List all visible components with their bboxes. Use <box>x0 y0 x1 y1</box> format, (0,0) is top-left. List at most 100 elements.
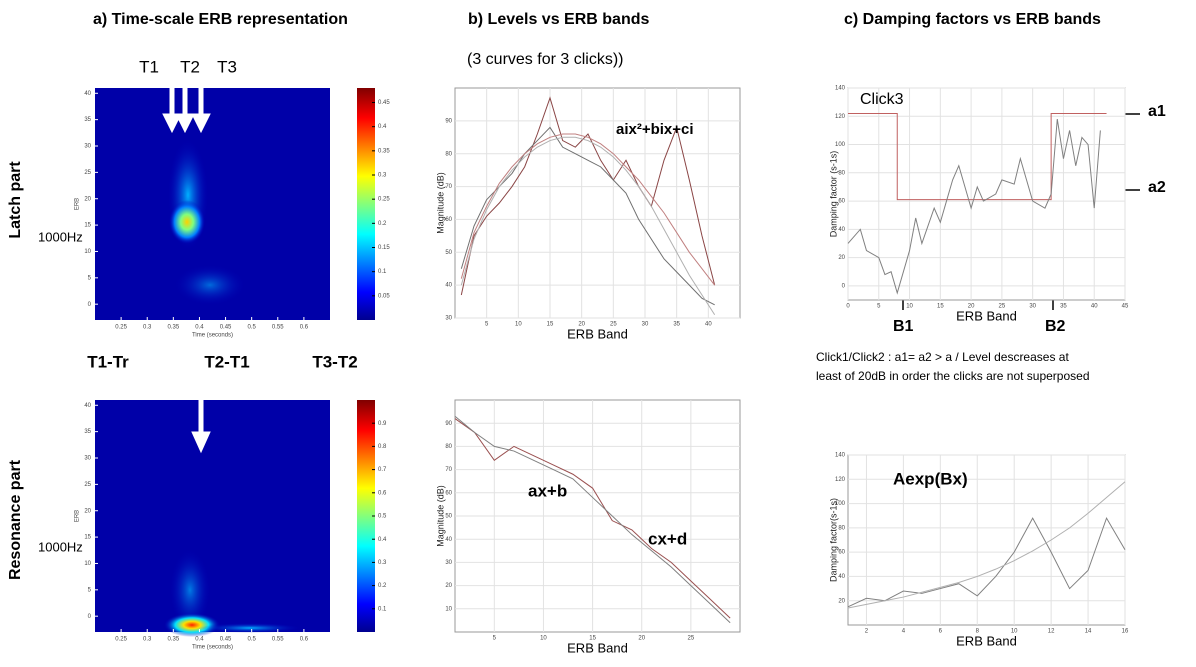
x-tick-label: 40 <box>1091 304 1098 310</box>
y-tick-label: 60 <box>445 490 452 496</box>
plot-frame <box>847 454 1126 626</box>
y-tick-label: 70 <box>445 184 452 190</box>
x-tick-label: 14 <box>1085 629 1092 635</box>
x-tick-label: 0.35 <box>167 325 179 331</box>
x-tick-label: 0.4 <box>195 325 204 331</box>
time-mark: T2-T1 <box>204 352 249 371</box>
y-tick-label: 50 <box>445 250 452 256</box>
x-tick-label: 0.5 <box>247 325 256 331</box>
y-tick-label: 0 <box>88 302 92 308</box>
x-tick-label: 5 <box>877 304 881 310</box>
x-axis-label: ERB Band <box>956 308 1017 323</box>
time-mark: T2 <box>180 57 200 76</box>
data-line <box>454 418 731 619</box>
x-tick-label: 2 <box>865 629 869 635</box>
row-label: Latch part <box>7 161 24 239</box>
colorbar-tick-label: 0.3 <box>378 560 387 566</box>
x-tick-label: 20 <box>578 322 585 328</box>
y-tick-label: 5 <box>88 587 92 593</box>
data-line <box>460 133 716 286</box>
data-line <box>847 516 1126 608</box>
freq-label: 1000Hz <box>38 539 83 554</box>
y-tick-label: 20 <box>838 598 845 604</box>
x-tick-label: 15 <box>937 304 944 310</box>
annotation: cx+d <box>648 529 687 548</box>
colorbar-tick-label: 0.05 <box>378 293 390 299</box>
x-tick-label: 12 <box>1048 629 1055 635</box>
y-tick-label: 80 <box>445 444 452 450</box>
x-tick-label: 15 <box>589 636 596 642</box>
y-tick-label: 5 <box>88 275 92 281</box>
x-tick-label: 0.3 <box>143 325 152 331</box>
annotation: Aexp(Bx) <box>893 469 968 488</box>
x-tick-label: 45 <box>1122 304 1129 310</box>
x-tick-label: 0.6 <box>300 637 309 643</box>
y-tick-label: 30 <box>445 560 452 566</box>
x-tick-label: 0.55 <box>272 637 284 643</box>
y-tick-label: 100 <box>835 501 846 507</box>
y-tick-label: 20 <box>84 508 91 514</box>
y-tick-label: 40 <box>445 283 452 289</box>
y-axis-label: Magnitude (dB) <box>435 485 445 547</box>
y-tick-label: 140 <box>835 86 846 92</box>
y-tick-label: 20 <box>445 583 452 589</box>
note: least of 20dB in order the clicks are no… <box>816 369 1090 383</box>
y-tick-label: 60 <box>445 217 452 223</box>
annotation: ax+b <box>528 481 567 500</box>
x-tick-label: 5 <box>493 636 497 642</box>
data-line <box>847 119 1101 295</box>
colorbar-tick-label: 0.1 <box>378 269 387 275</box>
y-axis-label: Damping factor (s-1s) <box>828 151 838 238</box>
y-axis-label: ERB <box>75 198 81 210</box>
y-tick-label: 60 <box>838 550 845 556</box>
x-tick-label: 30 <box>1029 304 1036 310</box>
data-line <box>460 126 715 306</box>
x-tick-label: 0.45 <box>220 325 232 331</box>
y-tick-label: 40 <box>445 537 452 543</box>
x-axis-label: Time (seconds) <box>192 333 233 339</box>
x-tick-label: 35 <box>1060 304 1067 310</box>
time-mark: T3-T2 <box>312 352 357 371</box>
x-tick-label: 0.35 <box>167 637 179 643</box>
x-tick-label: 8 <box>976 629 980 635</box>
colorbar-tick-label: 0.25 <box>378 197 390 203</box>
colorbar-tick-label: 0.8 <box>378 444 387 450</box>
annotation: aix²+bix+ci <box>616 121 694 138</box>
x-axis-label: ERB Band <box>956 633 1017 648</box>
data-line <box>847 481 1126 609</box>
x-axis-label: Time (seconds) <box>192 645 233 651</box>
y-tick-label: 60 <box>838 199 845 205</box>
plot-frame <box>847 87 1126 301</box>
colorbar-tick-label: 0.6 <box>378 490 387 496</box>
x-tick-label: 25 <box>999 304 1006 310</box>
y-tick-label: 40 <box>838 574 845 580</box>
x-tick-label: 25 <box>610 322 617 328</box>
data-line <box>460 136 716 315</box>
y-tick-label: 25 <box>84 170 91 176</box>
y-tick-label: 0 <box>842 283 846 289</box>
x-tick-label: 0.3 <box>143 637 152 643</box>
x-tick-label: 30 <box>642 322 649 328</box>
y-tick-label: 140 <box>835 453 846 459</box>
colorbar-tick-label: 0.15 <box>378 245 390 251</box>
colorbar-tick-label: 0.45 <box>378 100 390 106</box>
y-tick-label: 120 <box>835 114 846 120</box>
x-tick-label: 25 <box>688 636 695 642</box>
plot-frame <box>454 87 741 319</box>
panel-heading: c) Damping factors vs ERB bands <box>844 11 1101 28</box>
x-tick-label: 5 <box>485 322 489 328</box>
y-tick-label: 70 <box>445 467 452 473</box>
y-tick-label: 20 <box>838 255 845 261</box>
x-tick-label: 15 <box>547 322 554 328</box>
y-tick-label: 30 <box>84 144 91 150</box>
annotation: B1 <box>893 318 914 335</box>
freq-label: 1000Hz <box>38 229 83 244</box>
x-tick-label: 20 <box>968 304 975 310</box>
note: Click1/Click2 : a1= a2 > a / Level descr… <box>816 350 1069 364</box>
arrow <box>162 85 211 454</box>
subtitle: (3 curves for 3 clicks)) <box>467 51 623 68</box>
colorbar-tick-label: 0.35 <box>378 148 390 154</box>
x-tick-label: 10 <box>906 304 913 310</box>
annotation: B2 <box>1045 318 1066 335</box>
